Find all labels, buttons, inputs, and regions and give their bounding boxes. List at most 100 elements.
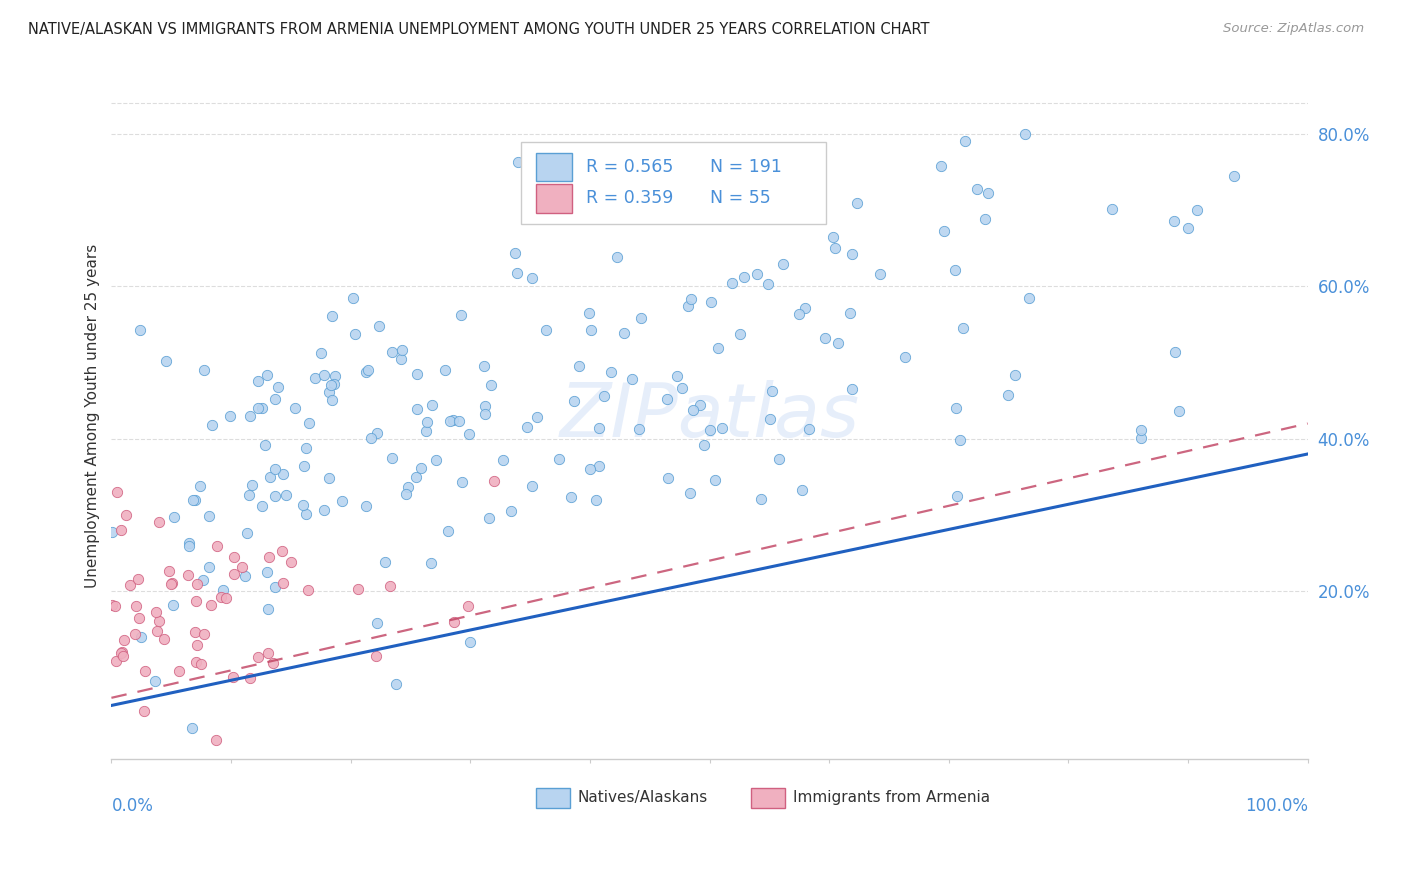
Point — [814, 331, 837, 345]
Point — [314, 368, 336, 383]
Point — [323, 377, 346, 392]
Point — [997, 388, 1019, 402]
Point — [415, 425, 437, 439]
Point — [451, 475, 474, 490]
Point — [267, 380, 290, 394]
Point — [839, 305, 862, 319]
Point — [177, 536, 200, 550]
FancyBboxPatch shape — [536, 184, 572, 213]
Point — [184, 655, 207, 669]
Point — [132, 704, 155, 718]
Point — [1014, 127, 1036, 141]
Point — [256, 368, 278, 382]
Point — [246, 649, 269, 664]
Point — [579, 462, 602, 476]
Point — [211, 582, 233, 597]
Point — [434, 363, 457, 377]
Point — [257, 646, 280, 660]
FancyBboxPatch shape — [751, 788, 785, 808]
Point — [330, 494, 353, 508]
Text: 100.0%: 100.0% — [1244, 797, 1308, 814]
Point — [343, 327, 366, 342]
Point — [298, 417, 321, 431]
Point — [188, 479, 211, 493]
Point — [478, 511, 501, 525]
Point — [380, 579, 402, 593]
Point — [420, 398, 443, 412]
Point — [148, 614, 170, 628]
Point — [526, 410, 548, 425]
Point — [157, 565, 180, 579]
Point — [367, 318, 389, 333]
Point — [318, 471, 340, 485]
Point — [699, 294, 721, 309]
Point — [600, 365, 623, 379]
Point — [184, 492, 207, 507]
Point — [406, 367, 429, 381]
Point — [682, 403, 704, 417]
Point — [256, 565, 278, 579]
Point — [198, 560, 221, 574]
Point — [503, 246, 526, 260]
Point — [364, 648, 387, 663]
Point — [1101, 202, 1123, 216]
Point — [823, 229, 845, 244]
Point — [482, 474, 505, 488]
Point — [162, 575, 184, 590]
Point — [256, 602, 278, 616]
Point — [405, 470, 427, 484]
Point — [259, 549, 281, 564]
Point — [270, 543, 292, 558]
Text: Immigrants from Armenia: Immigrants from Armenia — [793, 790, 990, 805]
Point — [236, 525, 259, 540]
Point — [153, 632, 176, 646]
Text: Natives/Alaskans: Natives/Alaskans — [578, 790, 709, 805]
Point — [748, 175, 770, 189]
Point — [190, 657, 212, 671]
Point — [758, 412, 780, 426]
Point — [323, 369, 346, 384]
Point — [385, 676, 408, 690]
Point — [321, 309, 343, 323]
Point — [354, 499, 377, 513]
Point — [231, 560, 253, 574]
Point — [657, 471, 679, 485]
Point — [162, 598, 184, 612]
Point — [193, 363, 215, 377]
Point — [280, 555, 302, 569]
Point — [321, 393, 343, 408]
Point — [247, 374, 270, 388]
Point — [641, 145, 664, 159]
Point — [273, 467, 295, 481]
Point — [105, 485, 128, 500]
Point — [949, 433, 972, 447]
Point — [259, 470, 281, 484]
Point — [588, 458, 610, 473]
Point — [827, 336, 849, 351]
Point — [793, 301, 815, 315]
Text: 0.0%: 0.0% — [111, 797, 153, 814]
Point — [945, 401, 967, 416]
Point — [284, 401, 307, 416]
Point — [474, 408, 496, 422]
Point — [111, 648, 134, 663]
Point — [733, 270, 755, 285]
Point — [381, 344, 404, 359]
Point — [720, 276, 742, 290]
Point — [593, 389, 616, 403]
Point — [671, 381, 693, 395]
Text: R = 0.565: R = 0.565 — [586, 158, 673, 176]
Point — [1163, 214, 1185, 228]
Point — [977, 186, 1000, 200]
Point — [207, 539, 229, 553]
Point — [381, 450, 404, 465]
Point — [1187, 202, 1209, 217]
Text: ZIPatlas: ZIPatlas — [560, 380, 859, 452]
Point — [472, 359, 495, 374]
Point — [264, 461, 287, 475]
Point — [391, 343, 413, 358]
Point — [167, 664, 190, 678]
Point — [134, 665, 156, 679]
Point — [946, 489, 969, 503]
Point — [409, 461, 432, 475]
